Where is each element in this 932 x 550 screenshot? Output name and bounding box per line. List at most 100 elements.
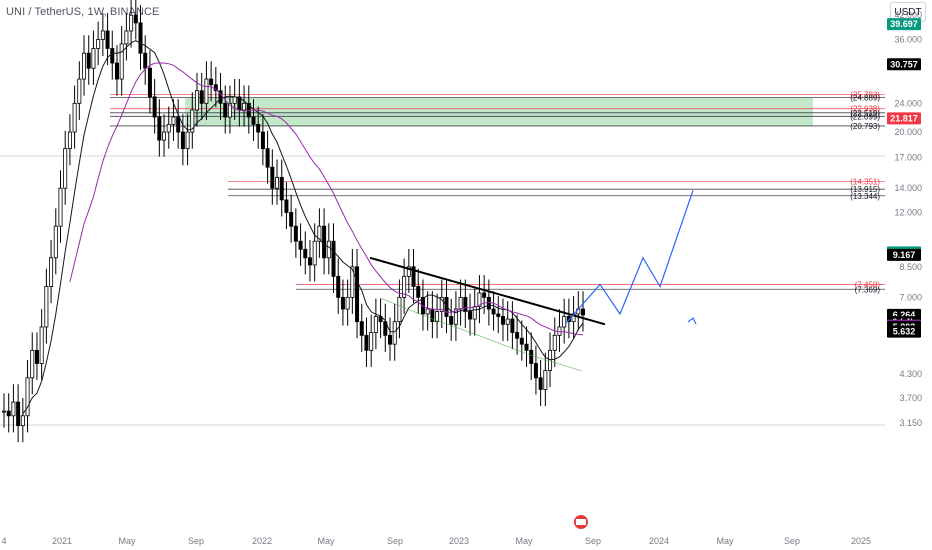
candle-body	[298, 240, 303, 250]
price-tag-bg	[887, 325, 921, 338]
y-tick-label: 3.700	[899, 393, 922, 403]
candle-body	[232, 96, 237, 104]
candle-body	[53, 225, 58, 259]
candle-body	[279, 176, 284, 201]
level-label: (22.938)	[850, 105, 880, 114]
candle-body	[425, 308, 430, 315]
candle-body	[100, 30, 105, 40]
x-tick-label: 2024	[649, 536, 669, 546]
candle-body	[194, 90, 199, 111]
candle-body	[157, 116, 162, 141]
candle-body	[411, 266, 416, 287]
candle-body	[486, 296, 491, 310]
x-tick-label: 4	[1, 536, 6, 546]
x-tick-label: 2021	[52, 536, 72, 546]
candle-body	[463, 296, 468, 312]
price-tag-label: 39.697	[890, 19, 918, 29]
y-tick-label: 8.500	[899, 262, 922, 272]
symbol-header: UNI / TetherUS, 1W, BINANCE	[6, 6, 160, 18]
candle-body	[72, 102, 77, 133]
candle-body	[180, 131, 185, 150]
candle-body	[86, 52, 91, 69]
candle-body	[449, 316, 454, 325]
candle-body	[44, 286, 49, 328]
candle-body	[105, 30, 110, 49]
candle-body	[355, 266, 360, 323]
price-tag-bg	[887, 112, 921, 125]
candle-body	[265, 148, 270, 168]
candle-body	[39, 326, 44, 364]
candle-body	[213, 84, 218, 92]
candle-body	[458, 296, 463, 310]
projection-arrowhead	[687, 317, 697, 325]
price-tag-label: 9.167	[893, 250, 916, 260]
y-tick-label: 4.300	[899, 369, 922, 379]
candle-body	[326, 240, 331, 259]
candle-body	[77, 78, 82, 104]
candle-body	[256, 123, 261, 133]
candle-body	[477, 292, 482, 308]
x-tick-label: May	[515, 536, 533, 546]
candle-body	[392, 321, 397, 345]
price-tag-label: 5.632	[893, 327, 916, 337]
candle-body	[114, 62, 119, 80]
x-tick-label: Sep	[784, 536, 800, 546]
candle-body	[58, 187, 63, 227]
candle-body	[562, 316, 567, 328]
candle-body	[63, 148, 68, 189]
candle-body	[270, 166, 275, 189]
y-tick-label: 12.000	[894, 207, 922, 217]
level-label: (13.915)	[850, 185, 880, 194]
candle-body	[6, 410, 11, 417]
candle-body	[25, 377, 30, 417]
candle-body	[364, 334, 369, 351]
candle-body	[284, 199, 289, 213]
x-tick-label: Sep	[387, 536, 403, 546]
candle-body	[185, 131, 190, 150]
candle-body	[204, 78, 209, 104]
candle-body	[500, 316, 505, 325]
flag-icon-inner	[576, 519, 586, 525]
candle-body	[152, 96, 157, 118]
candle-body	[482, 292, 487, 298]
candle-body	[303, 248, 308, 259]
candle-body	[387, 334, 392, 345]
candle-body	[416, 286, 421, 298]
candle-body	[533, 363, 538, 379]
candle-body	[2, 410, 7, 413]
level-label: (25.793)	[850, 90, 880, 99]
price-tag-bg	[887, 18, 921, 31]
candle-body	[538, 377, 543, 390]
candle-body	[543, 370, 548, 390]
level-label: (13.344)	[850, 192, 880, 201]
level-label: (7.458)	[855, 280, 881, 289]
candle-body	[218, 90, 223, 104]
candle-body	[242, 102, 247, 111]
level-label: (24.889)	[850, 94, 880, 103]
candle-body	[491, 308, 496, 315]
candle-body	[397, 296, 402, 323]
candle-body	[209, 78, 214, 86]
candle-body	[406, 266, 411, 277]
level-label: (22.519)	[850, 109, 880, 118]
candle-body	[307, 257, 312, 266]
candle-body	[30, 349, 35, 379]
candle-body	[147, 67, 152, 98]
candle-body	[515, 332, 520, 339]
price-tag-label: 30.757	[890, 59, 918, 69]
candle-body	[472, 306, 477, 320]
level-label: (20.793)	[850, 122, 880, 131]
level-label: (14.351)	[850, 178, 880, 187]
x-tick-label: 2025	[851, 536, 871, 546]
candle-body	[524, 343, 529, 351]
candle-body	[190, 109, 195, 133]
candle-body	[67, 131, 72, 150]
y-tick-label: 24.000	[894, 98, 922, 108]
x-tick-label: May	[317, 536, 335, 546]
candle-body	[133, 14, 138, 24]
ma-long-line	[69, 62, 584, 336]
level-label: (22.099)	[850, 112, 880, 121]
y-tick-label: 36.000	[894, 34, 922, 44]
x-tick-label: 2022	[252, 536, 272, 546]
